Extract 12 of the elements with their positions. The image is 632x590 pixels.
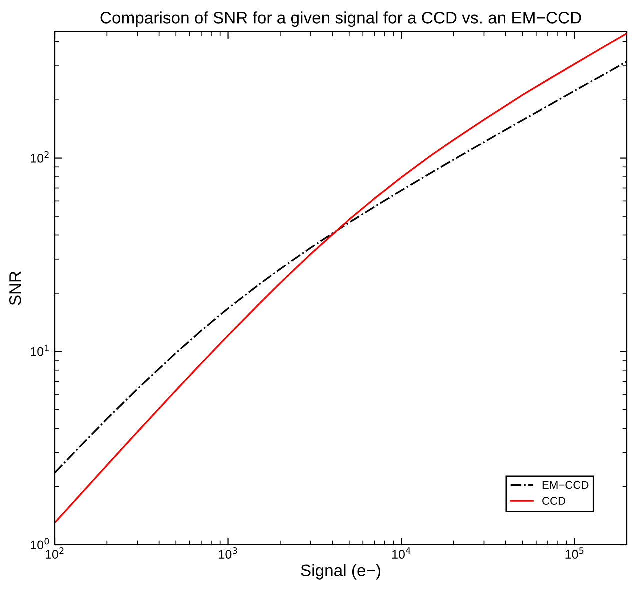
x-tick-label: 10$^{5}$ xyxy=(566,548,584,559)
legend-label: CCD xyxy=(542,497,566,506)
y-tick-label: 10$^{1}$ xyxy=(31,344,49,356)
legend-label: EM−CCD xyxy=(542,481,589,490)
x-tick-label: 10$^{2}$ xyxy=(46,548,64,559)
y-axis-title: SNR xyxy=(9,272,22,306)
x-tick-label: 10$^{4}$ xyxy=(392,548,411,559)
chart-title: Comparison of SNR for a given signal for a CCD vs. an EM−CCD xyxy=(100,12,582,28)
y-tick-label: 10$^{2}$ xyxy=(31,151,49,163)
x-axis-title: Signal (e−) xyxy=(301,564,380,580)
y-tick-label: 10$^{0}$ xyxy=(31,538,50,550)
x-tick-label: 10$^{3}$ xyxy=(219,548,238,559)
